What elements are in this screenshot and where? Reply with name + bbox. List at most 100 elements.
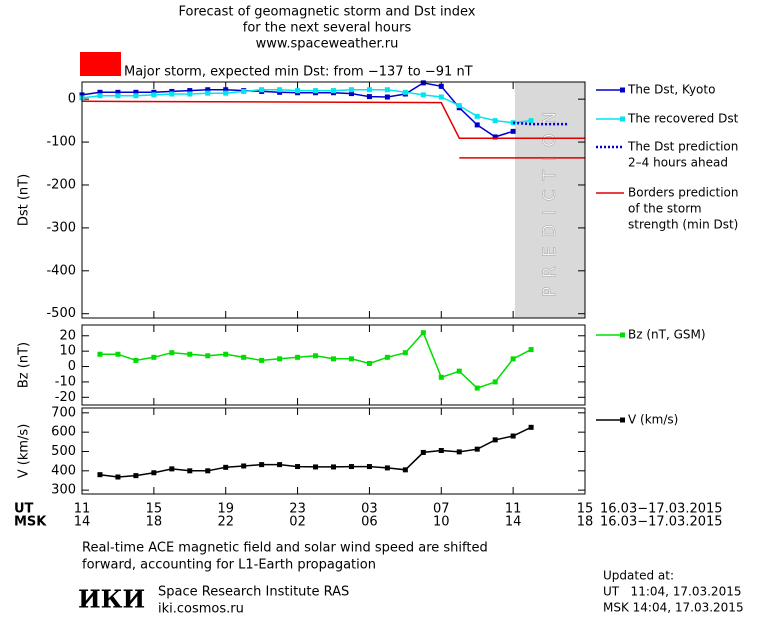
title: Forecast of geomagnetic storm and Dst in… [178, 5, 475, 20]
marker [313, 353, 319, 359]
panel-frame [81, 81, 586, 319]
legend-label: V (km/s) [628, 413, 678, 427]
panel-frame [81, 407, 586, 495]
y-tick-label: 400 [51, 463, 76, 478]
marker [151, 92, 157, 98]
marker [384, 94, 390, 100]
marker [331, 464, 336, 470]
marker [151, 354, 157, 360]
marker [277, 356, 283, 362]
marker [223, 351, 229, 357]
marker [295, 354, 301, 360]
ut-label: UT [14, 502, 34, 517]
y-tick-label: -10 [55, 374, 76, 389]
marker [169, 466, 175, 472]
marker [133, 93, 139, 99]
legend-label: The Dst prediction [627, 140, 738, 154]
x-tick-label: 03 [361, 502, 378, 517]
marker [115, 93, 121, 99]
y-tick-label: -400 [46, 263, 76, 278]
marker [366, 360, 372, 366]
marker [313, 88, 319, 94]
marker [259, 87, 265, 93]
marker [151, 470, 157, 476]
marker [313, 464, 319, 470]
updated: UT 11:04, 17.03.2015 [603, 585, 741, 599]
marker [438, 374, 444, 380]
y-tick-label: 0 [68, 359, 76, 374]
legend-label: The Dst, Kyoto [627, 83, 715, 97]
updated: MSK 14:04, 17.03.2015 [603, 601, 744, 615]
y-tick-label: 300 [51, 483, 76, 498]
legend-marker [620, 332, 625, 338]
marker [187, 468, 193, 474]
marker [438, 94, 444, 100]
marker [205, 353, 211, 359]
x-tick-label-msk: 18 [577, 515, 594, 530]
updated: Updated at: [603, 569, 674, 583]
marker [151, 89, 157, 95]
marker [348, 464, 354, 470]
marker [115, 351, 121, 357]
series-line [81, 100, 585, 159]
marker [510, 128, 516, 134]
y-tick-label: 20 [59, 328, 76, 343]
marker [492, 118, 498, 124]
x-tick-label-msk: 02 [289, 515, 306, 530]
x-tick-label: 11 [74, 502, 91, 517]
series-line [81, 88, 532, 124]
x-tick-label: 11 [505, 502, 522, 517]
marker [223, 464, 229, 470]
marker [348, 356, 354, 362]
legend-marker [620, 417, 625, 423]
marker [259, 462, 265, 468]
legend-marker [620, 87, 625, 93]
marker [295, 464, 301, 470]
marker [474, 385, 480, 391]
marker [241, 354, 247, 360]
marker [510, 433, 516, 439]
x-tick-label-msk: 14 [74, 515, 91, 530]
marker [223, 90, 229, 96]
marker [223, 87, 229, 93]
marker [420, 92, 426, 98]
marker [277, 462, 283, 468]
marker [205, 468, 211, 474]
marker [528, 118, 534, 124]
storm-swatch [80, 52, 121, 76]
marker [241, 88, 247, 94]
marker [402, 350, 408, 356]
marker [528, 347, 534, 353]
legend-label: Bz (nT, GSM) [628, 328, 706, 342]
marker [474, 122, 480, 128]
marker [492, 379, 498, 385]
prediction-label: PREDICTION [540, 103, 560, 297]
marker [241, 463, 247, 469]
marker [295, 88, 301, 94]
msk-label: MSK [14, 515, 47, 530]
marker [510, 356, 516, 362]
marker [366, 94, 372, 100]
y-tick-label: -100 [46, 135, 76, 150]
x-tick-label-msk: 22 [217, 515, 234, 530]
legend-label: strength (min Dst) [628, 218, 738, 232]
x-tick-label: 07 [433, 502, 450, 517]
marker [133, 89, 139, 95]
marker [205, 90, 211, 96]
marker [402, 89, 408, 95]
x-tick-label-msk: 18 [146, 515, 163, 530]
marker [348, 91, 354, 97]
marker [492, 437, 498, 443]
marker [115, 474, 121, 480]
y-tick-label: 700 [51, 405, 76, 420]
marker [277, 87, 283, 93]
y-tick-label: -500 [46, 306, 76, 321]
marker [97, 351, 103, 357]
institute: Space Research Institute RAS [158, 585, 349, 600]
marker [474, 446, 480, 452]
note: Real-time ACE magnetic field and solar w… [82, 541, 488, 556]
marker [205, 87, 211, 93]
marker [384, 465, 390, 471]
